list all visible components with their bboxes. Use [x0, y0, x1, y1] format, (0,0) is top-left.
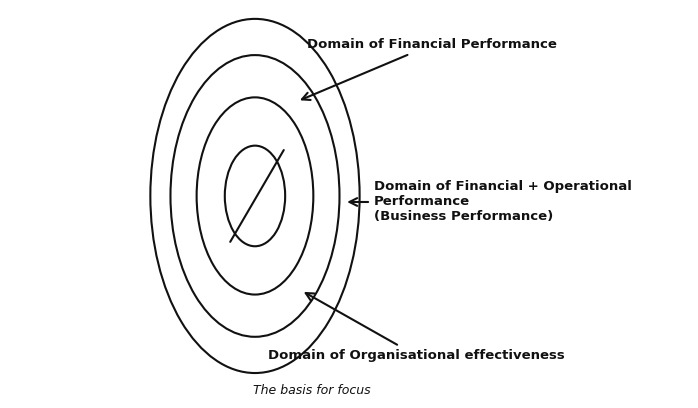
Text: Domain of Organisational effectiveness: Domain of Organisational effectiveness [267, 293, 565, 362]
Text: The basis for focus: The basis for focus [253, 384, 370, 397]
Text: Domain of Financial Performance: Domain of Financial Performance [302, 38, 557, 100]
Text: Domain of Financial + Operational
Performance
(Business Performance): Domain of Financial + Operational Perfor… [350, 180, 632, 224]
